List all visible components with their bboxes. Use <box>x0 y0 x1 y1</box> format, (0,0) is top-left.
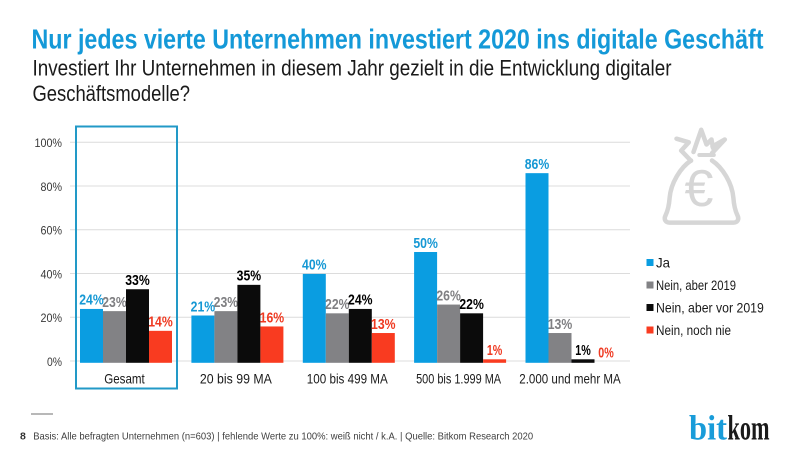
svg-text:Basis: Alle befragten Unterneh: Basis: Alle befragten Unternehmen (n=603… <box>33 431 533 443</box>
svg-text:22%: 22% <box>325 297 350 313</box>
svg-text:13%: 13% <box>371 317 396 333</box>
svg-text:Geschäftsmodelle?: Geschäftsmodelle? <box>33 81 191 106</box>
svg-text:100%: 100% <box>35 136 63 150</box>
svg-text:Nur jedes vierte Unternehmen i: Nur jedes vierte Unternehmen investiert … <box>32 24 764 55</box>
svg-text:0%: 0% <box>598 345 614 361</box>
svg-text:Ja: Ja <box>656 254 670 270</box>
svg-text:Gesamt: Gesamt <box>104 371 145 387</box>
svg-text:21%: 21% <box>191 299 216 315</box>
svg-text:23%: 23% <box>214 295 239 311</box>
svg-text:26%: 26% <box>436 288 461 304</box>
svg-text:16%: 16% <box>260 310 285 326</box>
svg-text:1%: 1% <box>575 343 591 359</box>
svg-text:1%: 1% <box>487 343 503 359</box>
svg-text:40%: 40% <box>302 258 327 274</box>
svg-text:86%: 86% <box>525 157 550 173</box>
svg-text:14%: 14% <box>148 315 173 331</box>
svg-text:bit: bit <box>689 409 727 448</box>
svg-text:20 bis 99 MA: 20 bis 99 MA <box>200 371 273 387</box>
svg-text:23%: 23% <box>102 295 127 311</box>
svg-text:22%: 22% <box>459 297 484 313</box>
svg-text:kom: kom <box>728 409 770 448</box>
svg-text:0%: 0% <box>47 355 62 369</box>
svg-text:500 bis 1.999 MA: 500 bis 1.999 MA <box>416 371 502 387</box>
svg-text:€: € <box>685 160 714 218</box>
svg-text:Investiert Ihr Unternehmen in: Investiert Ihr Unternehmen in diesem Jah… <box>33 56 672 81</box>
svg-text:8: 8 <box>20 431 26 443</box>
svg-text:80%: 80% <box>41 180 63 194</box>
svg-text:Nein, noch nie: Nein, noch nie <box>656 322 731 338</box>
svg-text:Nein, aber 2019: Nein, aber 2019 <box>656 277 736 293</box>
svg-text:24%: 24% <box>79 293 104 309</box>
svg-text:60%: 60% <box>41 224 63 238</box>
svg-text:20%: 20% <box>41 311 63 325</box>
svg-text:24%: 24% <box>348 293 373 309</box>
svg-text:100 bis 499 MA: 100 bis 499 MA <box>307 371 389 387</box>
svg-text:35%: 35% <box>237 269 262 285</box>
svg-text:13%: 13% <box>548 317 573 333</box>
svg-text:33%: 33% <box>125 273 150 289</box>
svg-text:50%: 50% <box>413 236 438 252</box>
svg-text:2.000 und mehr MA: 2.000 und mehr MA <box>519 371 621 387</box>
svg-text:40%: 40% <box>41 267 63 281</box>
svg-text:Nein, aber vor 2019: Nein, aber vor 2019 <box>656 299 764 315</box>
